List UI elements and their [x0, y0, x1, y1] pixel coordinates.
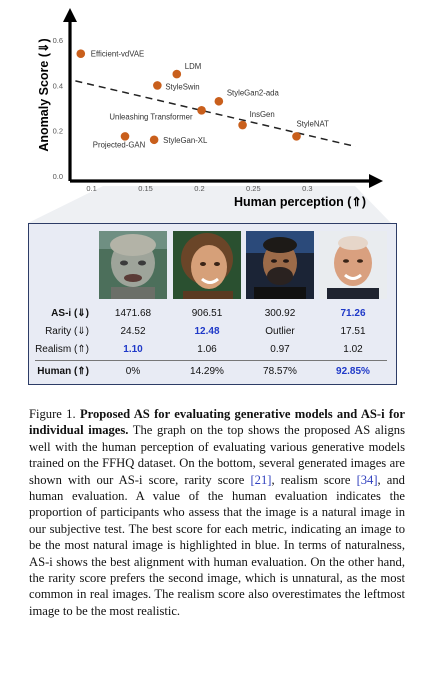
row-label-as-i: AS-i (⇓)	[51, 308, 89, 319]
human-value-1: 0%	[125, 366, 141, 377]
x-tick-label: 0.25	[246, 184, 261, 193]
rarity-value-1: 24.52	[120, 326, 146, 337]
point-label: StyleNAT	[297, 119, 330, 128]
data-point	[197, 106, 206, 115]
y-tick-label: 0.2	[53, 127, 63, 136]
data-point	[149, 135, 159, 145]
human-value-3: 78.57%	[263, 366, 297, 377]
human-value-4: 92.85%	[336, 366, 370, 377]
citation-link-34[interactable]: [34]	[356, 472, 378, 487]
point-label: LDM	[185, 62, 201, 71]
data-point	[172, 69, 182, 79]
data-point	[153, 81, 162, 90]
y-tick-label: 0.4	[53, 81, 63, 90]
generated-face-image-3	[246, 231, 314, 299]
chart-axes	[63, 8, 383, 188]
generated-face-image-2	[173, 231, 241, 299]
as-i-value-1: 1471.68	[114, 308, 152, 319]
realism-value-1: 1.10	[123, 344, 143, 355]
caption-text-b: , realism score	[271, 472, 351, 487]
caption-text-a: The graph on the top shows the proposed …	[29, 423, 405, 487]
metrics-table: AS-i (⇓) 1471.68 906.51 300.92 71.26 Rar…	[29, 224, 398, 384]
point-label: StyleGan-XL	[163, 136, 208, 145]
as-i-value-3: 300.92	[264, 308, 296, 319]
row-label-human: Human (⇑)	[37, 366, 89, 377]
zoom-funnel	[28, 186, 391, 223]
sample-images-panel: AS-i (⇓) 1471.68 906.51 300.92 71.26 Rar…	[28, 223, 397, 385]
citation-link-21[interactable]: [21]	[250, 472, 272, 487]
x-tick-labels: 0.1 0.15 0.2 0.25 0.3	[86, 184, 312, 193]
y-tick-labels: 0.0 0.2 0.4 0.6	[53, 36, 63, 181]
as-i-value-2: 906.51	[191, 308, 223, 319]
y-tick-label: 0.6	[53, 36, 63, 45]
trend-line	[75, 80, 356, 148]
point-label: Efficient-vdVAE	[91, 50, 144, 59]
data-point	[214, 96, 224, 106]
rarity-value-4: 17.51	[340, 326, 366, 337]
data-point	[120, 132, 130, 141]
figure-caption: Figure 1. Proposed AS for evaluating gen…	[29, 406, 405, 619]
realism-value-2: 1.06	[197, 344, 217, 355]
point-label: Projected-GAN	[93, 140, 145, 149]
as-i-value-4: 71.26	[340, 308, 366, 319]
generated-face-image-4	[319, 231, 387, 299]
x-axis-label: Human perception (⇑)	[234, 195, 366, 209]
x-tick-label: 0.2	[194, 184, 204, 193]
point-label: StyleSwin	[165, 82, 199, 91]
realism-value-3: 0.97	[270, 344, 290, 355]
generated-face-image-1	[99, 231, 167, 299]
rarity-value-2: 12.48	[194, 326, 220, 337]
caption-text-c: , and human evaluation. A value of the h…	[29, 472, 405, 618]
data-points: Efficient-vdVAE LDM StyleSwin StyleGan2-ada…	[76, 49, 329, 149]
x-tick-label: 0.15	[138, 184, 153, 193]
data-point	[76, 49, 86, 59]
row-label-rarity: Rarity (⇓)	[45, 326, 89, 337]
y-axis-label: Anomaly Score (⇓)	[37, 38, 51, 151]
x-tick-label: 0.3	[302, 184, 312, 193]
human-value-2: 14.29%	[190, 366, 224, 377]
point-label: Unleashing Transformer	[109, 112, 193, 121]
y-tick-label: 0.0	[53, 172, 63, 181]
point-label: InsGen	[250, 110, 275, 119]
figure-label: Figure 1.	[29, 407, 76, 421]
row-label-realism: Realism (⇑)	[35, 344, 89, 355]
anomaly-score-chart: 0.0 0.2 0.4 0.6 0.1 0.15 0.2 0.25 0.3 Efficient…	[28, 8, 391, 223]
table-divider	[35, 360, 387, 361]
data-point	[238, 120, 247, 130]
x-tick-label: 0.1	[86, 184, 96, 193]
data-point	[292, 132, 301, 141]
point-label: StyleGan2-ada	[227, 88, 280, 97]
caption-title: Proposed AS for evaluating generative mo…	[29, 407, 405, 438]
rarity-value-3: Outlier	[265, 326, 295, 337]
realism-value-4: 1.02	[343, 344, 363, 355]
